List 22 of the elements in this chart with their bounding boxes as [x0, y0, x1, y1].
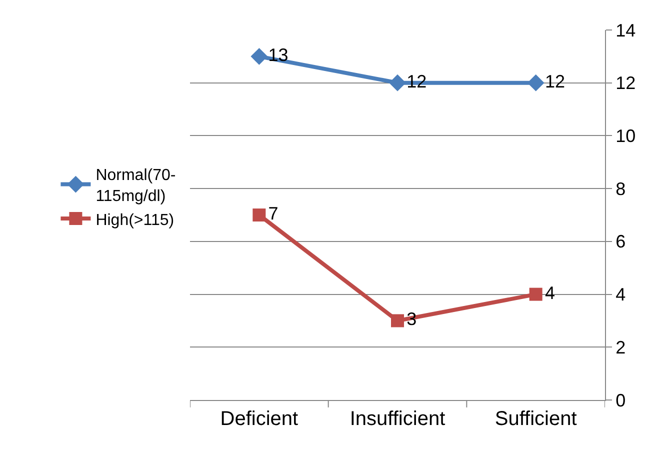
y-tick-label: 2 — [616, 337, 626, 358]
point — [252, 208, 266, 222]
data-label: 12 — [544, 71, 565, 92]
point — [250, 48, 268, 65]
point — [529, 288, 542, 301]
x-tick-label: Sufficient — [494, 408, 578, 430]
y-tick-label: 12 — [616, 73, 636, 94]
legend-label: High(>115) — [96, 212, 174, 229]
point — [391, 314, 404, 328]
point — [389, 74, 406, 92]
y-tick-label: 14 — [616, 20, 636, 40]
data-label: 7 — [268, 204, 278, 224]
legend-label: Normal(70-115mg/dl) — [96, 167, 176, 205]
y-tick-label: 6 — [616, 232, 626, 252]
y-tick-label: 4 — [616, 284, 626, 305]
y-tick-label: 0 — [616, 390, 626, 410]
y-tick-label: 8 — [616, 178, 626, 199]
data-label: 4 — [544, 282, 555, 303]
y-tick-label: 10 — [616, 126, 636, 146]
point — [527, 74, 544, 92]
x-tick-label: Insufficient — [350, 408, 446, 430]
x-tick-label: Deficient — [220, 408, 299, 430]
